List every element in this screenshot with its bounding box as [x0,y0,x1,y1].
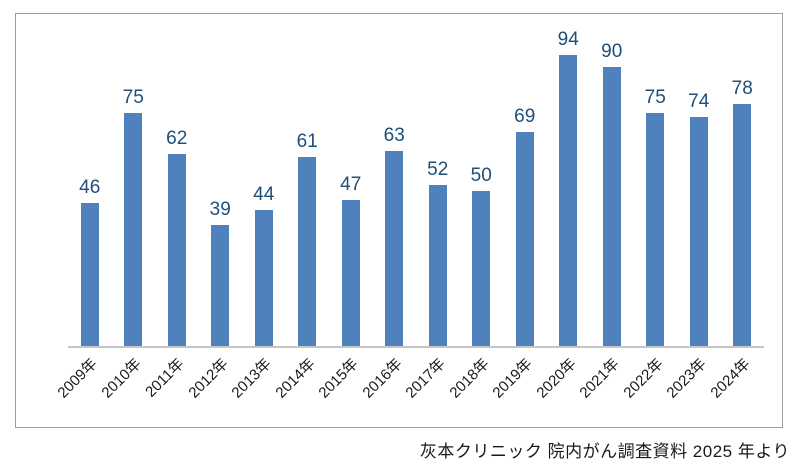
x-tick-label: 2010年 [98,355,145,402]
x-tick-cell: 2016年 [359,351,405,423]
bar-group: 63 [373,126,417,346]
x-tick-cell: 2023年 [664,351,710,423]
bar-value-label: 94 [557,29,579,50]
bar-value-label: 63 [383,125,405,146]
x-tick-cell: 2021年 [577,351,623,423]
x-tick-cell: 2014年 [272,351,318,423]
bar-value-label: 47 [340,174,362,195]
x-tick-cell: 2009年 [55,351,101,423]
bar [254,210,273,346]
x-tick-cell: 2020年 [533,351,579,423]
bar-value-label: 39 [209,199,231,220]
x-tick-label: 2020年 [533,355,580,402]
bar [689,117,708,346]
x-tick-cell: 2013年 [229,351,275,423]
x-tick-label: 2012年 [185,355,232,402]
x-tick-label: 2014年 [272,355,319,402]
x-tick-cell: 2024年 [707,351,753,423]
x-tick-cell: 2022年 [620,351,666,423]
x-tick-label: 2021年 [576,355,624,402]
x-tick-cell: 2010年 [98,351,144,423]
bar-value-label: 50 [470,165,492,186]
bar-group: 44 [242,185,286,346]
bar [385,151,404,346]
x-tick-label: 2016年 [359,355,406,402]
bar [646,113,665,346]
bar [472,191,491,346]
bar-value-label: 90 [601,41,623,62]
bar-group: 47 [329,175,373,346]
x-tick-label: 2024年 [707,355,754,402]
bar-group: 61 [286,132,330,346]
bar [733,104,752,346]
bar-value-label: 74 [688,91,710,112]
bar-value-label: 75 [644,87,666,108]
x-tick-label: 2009年 [54,355,102,402]
bar [602,67,621,346]
bar [428,185,447,346]
x-tick-cell: 2011年 [143,351,188,423]
bar-group: 75 [634,88,678,346]
bar-group: 52 [416,160,460,346]
bar [298,157,317,346]
bar [559,55,578,346]
bar-value-label: 61 [296,131,318,152]
x-tick-label: 2015年 [315,355,363,402]
bar-value-label: 62 [166,128,188,149]
x-tick-label: 2022年 [620,355,667,402]
bar-group: 69 [503,107,547,346]
bar-group: 46 [68,178,112,346]
x-tick-label: 2017年 [402,355,450,402]
x-tick-label: 2018年 [446,355,493,402]
x-tick-cell: 2012年 [185,351,231,423]
bar-value-label: 78 [731,78,753,99]
x-axis-line [68,346,764,348]
x-tick-cell: 2015年 [316,351,362,423]
x-tick-label: 2023年 [663,355,711,402]
bar [515,132,534,346]
bar-group: 90 [590,42,634,346]
bar-group: 74 [677,92,721,346]
source-caption: 灰本クリニック 院内がん調査資料 2025 年より [419,442,790,461]
chart-frame: 46 75 62 39 44 61 47 63 52 50 69 94 90 75 74 78 2009年 20… [15,13,783,428]
bar-group: 78 [721,79,765,346]
bar-group: 62 [155,129,199,346]
bar [167,154,186,346]
bar-value-label: 52 [427,159,449,180]
x-tick-label: 2011年 [142,355,189,401]
bar-value-label: 75 [122,87,144,108]
bar-group: 75 [112,88,156,346]
bar [124,113,143,346]
bar-group: 50 [460,166,504,346]
bar-group: 39 [199,200,243,346]
bar [211,225,230,346]
bar-value-label: 69 [514,106,536,127]
x-tick-cell: 2017年 [403,351,449,423]
plot-area: 46 75 62 39 44 61 47 63 52 50 69 94 90 75 74 78 [68,14,764,346]
x-tick-label: 2013年 [228,355,276,402]
x-tick-cell: 2019年 [490,351,536,423]
bar [80,203,99,346]
bar-group: 94 [547,30,591,346]
x-axis-labels: 2009年 2010年 2011年 2012年 2013年 2014年 2015年 2016年… [55,351,764,423]
bars-row: 46 75 62 39 44 61 47 63 52 50 69 94 90 75 74 78 [68,14,764,346]
x-tick-cell: 2018年 [446,351,492,423]
x-tick-label: 2019年 [489,355,537,402]
bar-value-label: 46 [79,177,101,198]
bar [341,200,360,346]
bar-value-label: 44 [253,184,275,205]
